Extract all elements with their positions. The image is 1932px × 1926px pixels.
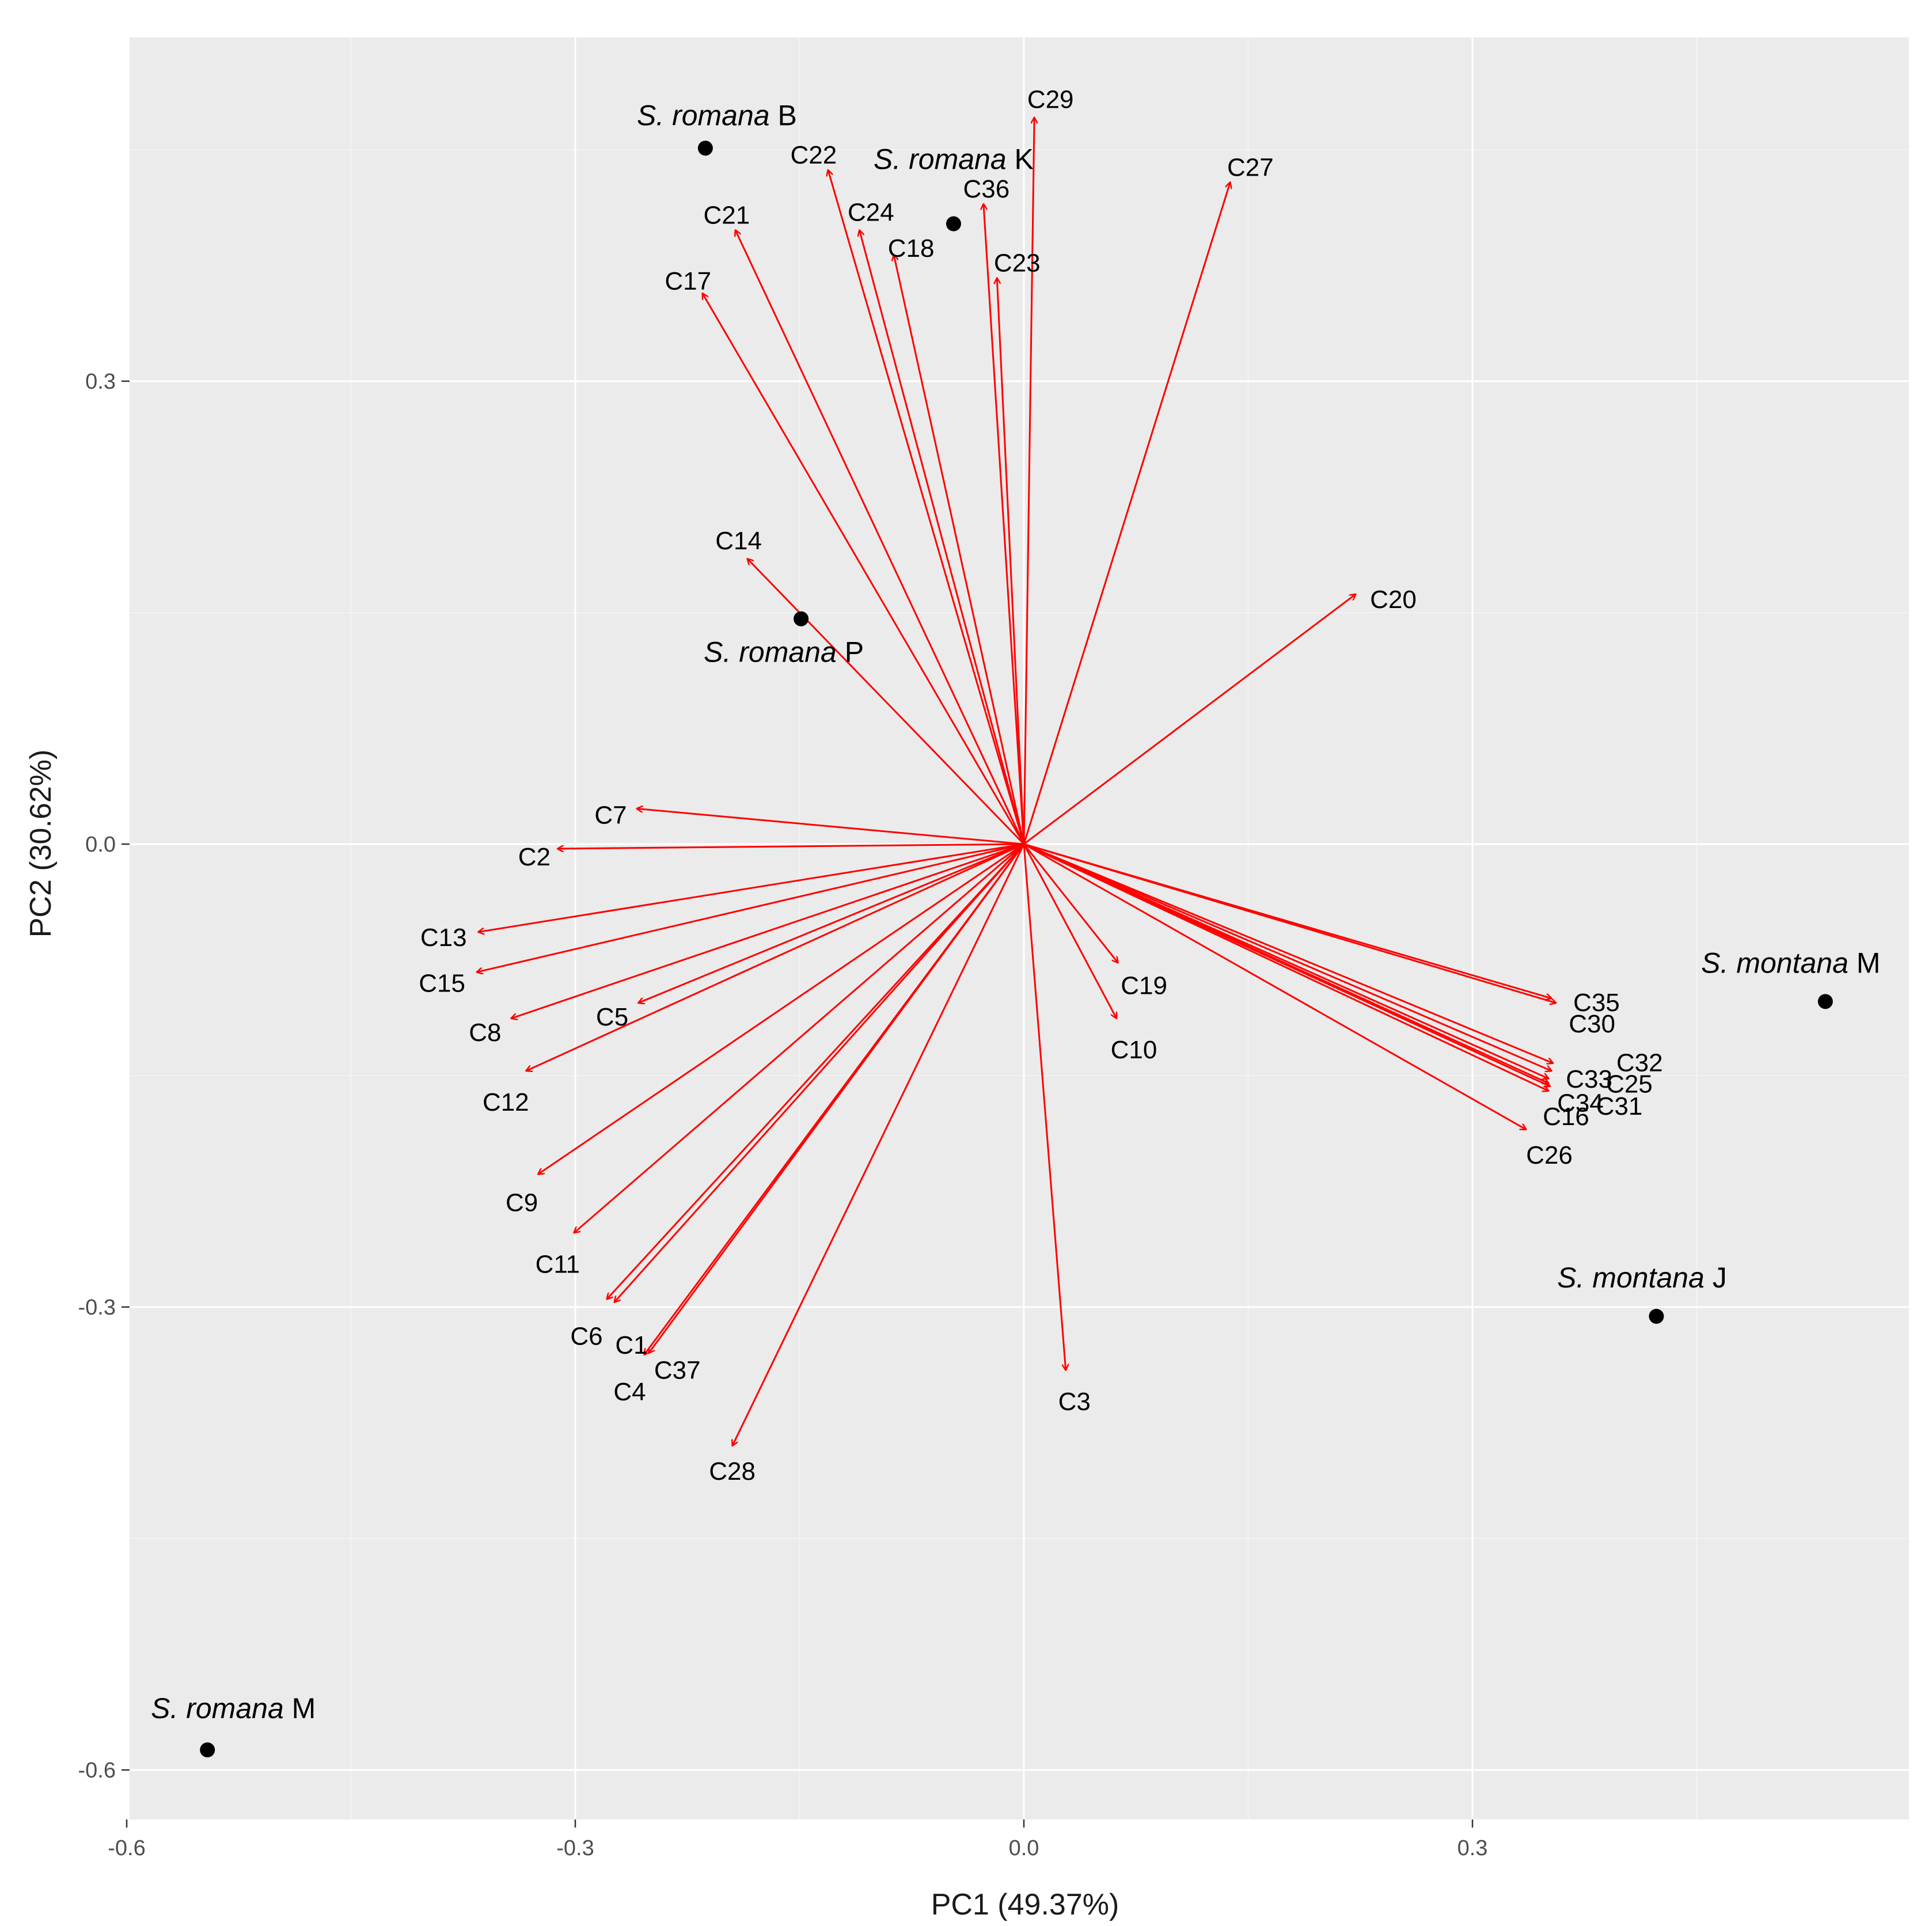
- sample-point-sromana-b: [697, 140, 713, 156]
- loading-label-c23: C23: [994, 249, 1041, 277]
- loading-label-c19: C19: [1121, 971, 1167, 1000]
- loading-arrow-c14: [747, 559, 1025, 845]
- loading-label-c8: C8: [469, 1019, 501, 1047]
- loading-arrow-c9: [538, 843, 1024, 1175]
- sample-label-sromana-k: S. romana K: [874, 143, 1034, 176]
- loading-label-c4: C4: [613, 1378, 646, 1406]
- chart-labels: C1C2C3C4C5C6C7C8C9C10C11C12C13C14C15C16C…: [151, 86, 1880, 1724]
- loading-arrow-c35: [1023, 843, 1556, 1003]
- loading-arrow-c20: [1023, 594, 1356, 845]
- loading-arrows: [477, 117, 1557, 1446]
- loading-arrow-c12: [526, 843, 1024, 1071]
- loading-arrow-c5: [638, 843, 1024, 1003]
- loading-arrow-c21: [735, 230, 1025, 845]
- loading-label-c26: C26: [1526, 1141, 1573, 1169]
- loading-label-c27: C27: [1227, 153, 1274, 181]
- loading-label-c25: C25: [1606, 1070, 1653, 1098]
- sample-point-smontana-m: [1817, 994, 1833, 1009]
- loading-label-c22: C22: [790, 141, 837, 169]
- grid-lines: [126, 37, 1909, 1819]
- sample-label-smontana-m: S. montana M: [1701, 947, 1880, 979]
- loading-label-c3: C3: [1058, 1388, 1091, 1416]
- sample-point-smontana-j: [1649, 1309, 1664, 1324]
- sample-point-sromana-k: [946, 216, 961, 231]
- loading-arrow-c26: [1023, 843, 1526, 1131]
- sample-label-sromana-b: S. romana B: [637, 99, 797, 131]
- sample-point-sromana-m: [200, 1742, 215, 1758]
- loading-arrow-c1: [614, 844, 1025, 1302]
- loading-arrow-c11: [574, 843, 1024, 1233]
- x-tick-label: -0.3: [556, 1836, 594, 1860]
- y-axis-title: PC2 (30.62%): [24, 750, 58, 938]
- x-tick-label: -0.6: [108, 1836, 145, 1860]
- loading-label-c24: C24: [848, 198, 894, 226]
- x-tick-label: 0.3: [1457, 1836, 1488, 1860]
- sample-label-sromana-m: S. romana M: [151, 1692, 316, 1724]
- loading-label-c16: C16: [1543, 1103, 1589, 1131]
- loading-arrow-c34: [1023, 843, 1548, 1083]
- loading-label-c10: C10: [1111, 1036, 1157, 1064]
- loading-arrow-c19: [1023, 844, 1118, 963]
- loading-label-c1: C1: [615, 1331, 647, 1359]
- loading-arrow-c2: [557, 843, 1024, 849]
- loading-arrow-c8: [511, 843, 1024, 1019]
- loading-arrow-c36: [984, 204, 1025, 845]
- loading-label-c28: C28: [709, 1457, 756, 1486]
- loading-arrow-c24: [859, 230, 1025, 845]
- axis-ticks: -0.6 -0.3 0.0 0.3 -0.6 -0.3 0.0 0.3: [78, 370, 1488, 1860]
- loading-arrow-c15: [477, 843, 1024, 972]
- loading-label-c17: C17: [665, 267, 711, 295]
- loading-arrow-c32: [1023, 843, 1553, 1063]
- loading-label-c30: C30: [1569, 1010, 1615, 1038]
- loading-arrow-c29: [1023, 117, 1034, 845]
- loading-arrow-c23: [997, 278, 1025, 845]
- loading-arrow-c17: [703, 293, 1025, 845]
- loading-arrow-c3: [1023, 844, 1066, 1370]
- loading-arrow-c6: [607, 843, 1025, 1300]
- loading-label-c15: C15: [419, 969, 465, 997]
- loading-arrow-c10: [1023, 844, 1117, 1019]
- loading-arrow-c37: [648, 844, 1025, 1353]
- loading-label-c37: C37: [654, 1356, 701, 1384]
- loading-label-c14: C14: [715, 527, 762, 555]
- y-tick-label: 0.0: [85, 833, 116, 857]
- loading-arrow-c22: [828, 170, 1025, 845]
- sample-label-sromana-p: S. romana P: [704, 636, 864, 668]
- loading-arrow-c13: [478, 843, 1024, 932]
- loading-label-c21: C21: [703, 201, 750, 229]
- x-tick-label: 0.0: [1009, 1836, 1039, 1860]
- loading-label-c36: C36: [963, 175, 1010, 203]
- loading-label-c7: C7: [594, 801, 627, 829]
- loading-arrow-c28: [732, 844, 1025, 1446]
- loading-label-c33: C33: [1566, 1065, 1612, 1093]
- loading-label-c9: C9: [506, 1189, 538, 1217]
- plot-panel: [130, 37, 1909, 1819]
- loading-label-c11: C11: [536, 1250, 580, 1278]
- loading-arrow-c18: [894, 254, 1025, 845]
- y-tick-label: -0.3: [78, 1296, 116, 1320]
- loading-label-c12: C12: [483, 1088, 529, 1116]
- loading-label-c20: C20: [1370, 586, 1417, 614]
- loading-arrow-c33: [1023, 843, 1552, 1071]
- loading-arrow-c27: [1023, 182, 1230, 845]
- loading-label-c35: C35: [1573, 989, 1620, 1017]
- loading-label-c13: C13: [420, 924, 467, 952]
- y-tick-label: 0.3: [85, 370, 116, 394]
- sample-points: [200, 140, 1833, 1758]
- sample-point-sromana-p: [794, 611, 809, 626]
- y-tick-label: -0.6: [78, 1758, 116, 1783]
- loading-label-c32: C32: [1616, 1049, 1663, 1077]
- loading-label-c34: C34: [1557, 1089, 1604, 1117]
- loading-label-c18: C18: [888, 234, 935, 263]
- loading-label-c5: C5: [596, 1003, 628, 1031]
- loading-label-c31: C31: [1596, 1092, 1643, 1120]
- sample-label-smontana-j: S. montana J: [1557, 1262, 1727, 1294]
- loading-label-c2: C2: [518, 843, 551, 871]
- loading-label-c29: C29: [1027, 86, 1074, 114]
- loading-label-c6: C6: [570, 1323, 602, 1351]
- x-axis-title: PC1 (49.37%): [931, 1888, 1119, 1921]
- loading-arrow-c7: [636, 808, 1024, 845]
